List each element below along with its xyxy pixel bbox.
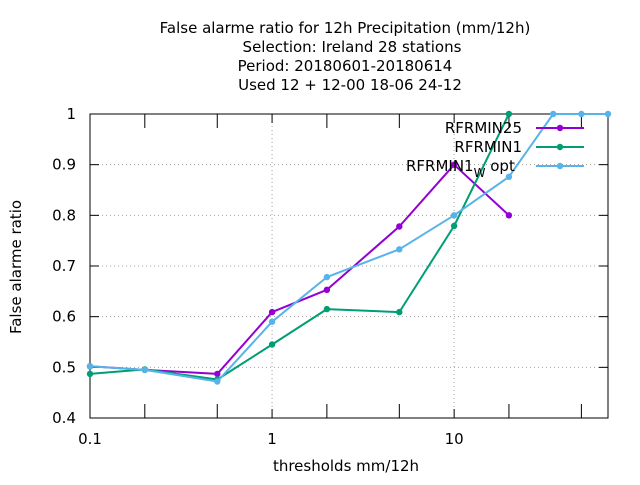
plot-frame xyxy=(89,113,609,419)
data-point xyxy=(214,378,221,385)
y-tick-label: 0.4 xyxy=(52,409,76,427)
legend-entry-2: RFRMIN1 xyxy=(454,138,584,156)
series-layer xyxy=(86,110,612,385)
grid xyxy=(90,114,608,418)
data-point xyxy=(323,286,331,293)
data-point xyxy=(396,308,403,316)
series-1 xyxy=(86,161,513,378)
legend-marker xyxy=(556,143,564,151)
title-line-3: Period: 20180601-20180614 xyxy=(238,57,453,75)
chart-title: False alarme ratio for 12h Precipitation… xyxy=(160,19,531,94)
data-point xyxy=(141,366,148,374)
legend-marker xyxy=(556,124,564,132)
legend-label: RFRMIN25 xyxy=(445,119,522,137)
data-point xyxy=(550,110,557,118)
y-tick-label: 0.5 xyxy=(52,358,76,376)
legend-label: RFRMIN1 xyxy=(454,138,522,156)
x-tick-label: 1 xyxy=(267,430,277,448)
data-point xyxy=(323,305,331,313)
legend-entry-3: RFRMIN1W opt xyxy=(406,157,584,180)
series-line xyxy=(89,113,510,381)
y-tick-label: 0.9 xyxy=(52,156,76,174)
data-point xyxy=(505,110,513,118)
data-point xyxy=(396,246,403,253)
y-axis-label: False alarme ratio xyxy=(7,200,25,334)
x-tick-label: 10 xyxy=(445,430,464,448)
data-point xyxy=(505,212,513,219)
data-point xyxy=(450,161,458,168)
title-line-2: Selection: Ireland 28 stations xyxy=(243,38,462,56)
data-point xyxy=(323,273,331,281)
y-tick-label: 0.7 xyxy=(52,257,76,275)
data-point xyxy=(450,222,458,230)
x-axis-label: thresholds mm/12h xyxy=(273,457,419,475)
data-point xyxy=(214,370,221,378)
y-tick-label: 1 xyxy=(66,105,76,123)
data-point xyxy=(578,110,585,118)
data-point xyxy=(86,370,94,378)
tick-labels: 0.4 0.5 0.6 0.7 0.8 0.9 1 0.1 1 10 xyxy=(52,105,464,448)
data-point xyxy=(86,363,94,370)
legend-label: RFRMIN1W opt xyxy=(406,157,515,180)
data-point xyxy=(450,212,458,219)
data-point xyxy=(505,173,513,180)
title-line-1: False alarme ratio for 12h Precipitation… xyxy=(160,19,531,37)
data-point xyxy=(268,318,276,325)
data-point xyxy=(268,341,276,348)
title-line-4: Used 12 + 12-00 18-06 24-12 xyxy=(238,76,462,94)
data-point xyxy=(268,308,276,316)
data-point xyxy=(396,223,403,230)
data-point xyxy=(604,110,612,118)
legend-marker xyxy=(556,162,564,170)
x-tick-label: 0.1 xyxy=(78,430,102,448)
series-line xyxy=(89,163,510,375)
series-2 xyxy=(86,110,513,383)
legend-entry-1: RFRMIN25 xyxy=(445,119,584,137)
series-line xyxy=(89,113,608,383)
y-tick-label: 0.8 xyxy=(52,206,76,224)
y-tick-label: 0.6 xyxy=(52,308,76,326)
series-3 xyxy=(86,110,612,385)
